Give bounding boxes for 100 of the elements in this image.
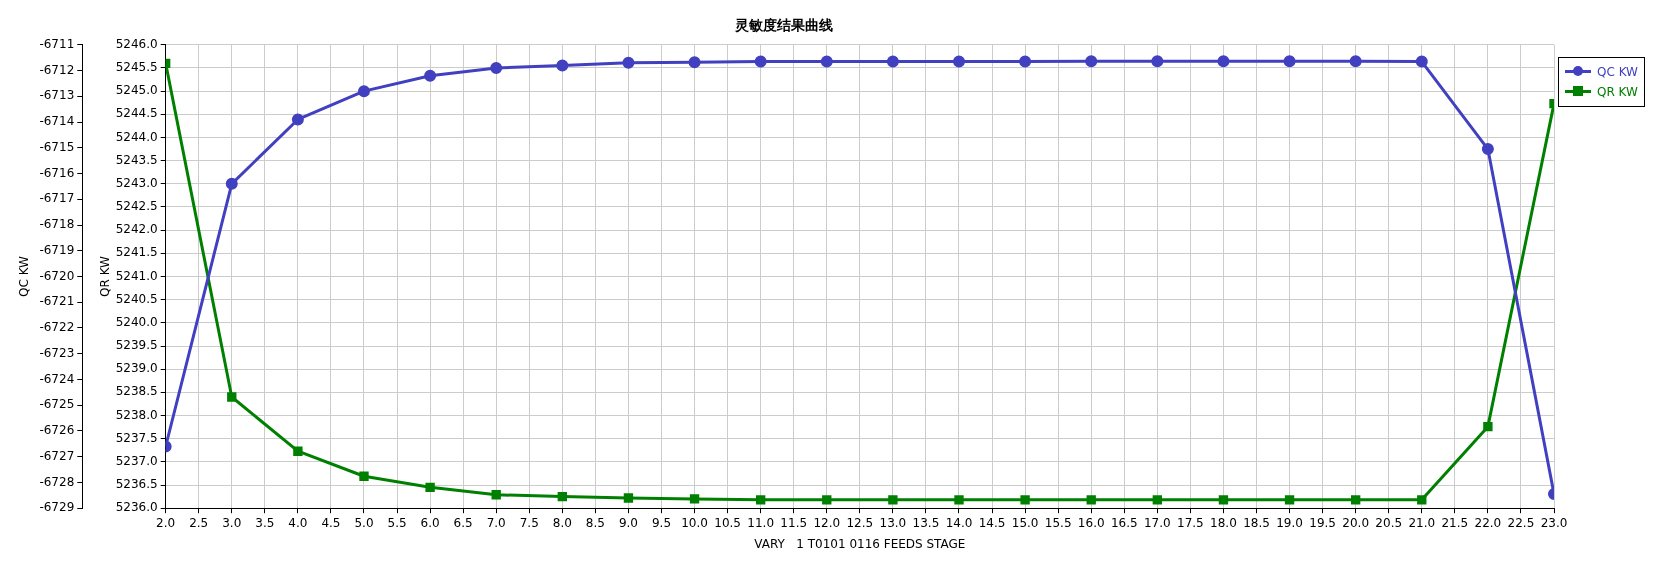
point	[755, 495, 766, 505]
x-tick-label: 15.5	[1044, 515, 1072, 530]
y2-tick-label: 5239.5	[115, 338, 158, 353]
y-tick-label: -6715	[39, 139, 75, 154]
y2-tick-label: 5238.0	[115, 407, 158, 422]
y-tick-label: -6711	[39, 36, 75, 51]
y-tick-label: -6725	[39, 397, 75, 412]
x-tick-label: 18.5	[1243, 515, 1270, 530]
point	[227, 392, 237, 402]
x-tick-label: 2.0	[156, 515, 176, 530]
chart-title: 灵敏度结果曲线	[734, 17, 833, 34]
x-tick-label: 6.0	[420, 515, 440, 530]
x-tick-label: 21.0	[1408, 515, 1436, 530]
point	[225, 177, 238, 190]
y2-tick-label: 5244.0	[115, 129, 158, 144]
y2-tick-label: 5244.5	[115, 106, 158, 121]
point	[357, 85, 370, 98]
y-tick-label: -6727	[39, 448, 75, 463]
point	[953, 55, 965, 68]
point	[1284, 495, 1295, 505]
y2-tick-label: 5236.5	[115, 477, 158, 492]
point	[954, 495, 964, 505]
x-tick-label: 15.0	[1011, 515, 1039, 530]
y2-tick-label: 5245.5	[115, 60, 158, 75]
y-tick-label: -6728	[39, 474, 75, 489]
x-tick-label: 18.0	[1210, 515, 1237, 530]
x-tick-label: 22.0	[1474, 515, 1502, 530]
y2-tick-label: 5236.0	[115, 500, 158, 515]
legend-label: QR KW	[1597, 83, 1638, 101]
point	[688, 56, 701, 69]
point	[1350, 495, 1361, 505]
x-tick-label: 16.5	[1110, 515, 1138, 530]
x-tick-label: 20.0	[1342, 515, 1370, 530]
point	[822, 495, 832, 505]
y-axis-title: QC KW	[17, 255, 32, 297]
x-tick-label: 9.5	[651, 515, 672, 530]
x-tick-label: 14.0	[945, 515, 973, 530]
x-tick-label: 20.5	[1375, 515, 1403, 530]
point	[1481, 143, 1494, 156]
point	[359, 471, 369, 481]
y2-tick-label: 5241.0	[115, 268, 158, 283]
point	[557, 491, 568, 502]
point	[622, 56, 635, 69]
point	[1151, 55, 1164, 68]
y-tick-label: -6726	[39, 423, 75, 438]
x-tick-label: 11.0	[747, 515, 775, 530]
y2-tick-label: 5242.0	[115, 222, 158, 237]
point	[623, 493, 634, 503]
x-tick-label: 6.5	[453, 515, 473, 530]
x-tick-label: 13.5	[912, 515, 940, 530]
x-tick-label: 3.5	[255, 515, 275, 530]
x-tick-label: 5.0	[354, 515, 374, 530]
y2-tick-label: 5243.5	[115, 152, 158, 167]
point	[1020, 495, 1030, 505]
x-tick-label: 2.5	[189, 515, 209, 530]
point	[820, 55, 833, 68]
legend-label: QC KW	[1597, 63, 1638, 81]
point	[1217, 55, 1230, 68]
point	[1085, 55, 1098, 68]
y2-tick-label: 5243.0	[115, 175, 158, 190]
y2-tick-label: 5239.0	[115, 361, 158, 376]
y-tick-label: -6721	[39, 294, 75, 309]
x-tick-label: 4.5	[321, 515, 341, 530]
y2-tick-label: 5238.5	[115, 384, 158, 399]
point	[490, 61, 503, 74]
y-tick-label: -6724	[39, 371, 75, 386]
y-tick-label: -6723	[39, 345, 75, 360]
y-tick-label: -6719	[39, 242, 75, 257]
x-tick-label: 10.5	[714, 515, 741, 530]
point	[754, 55, 767, 68]
point	[1086, 495, 1096, 505]
point	[491, 490, 501, 500]
x-tick-label: 16.0	[1077, 515, 1105, 530]
point	[689, 494, 700, 504]
point	[425, 482, 435, 493]
y-tick-label: -6714	[39, 114, 75, 129]
y2-tick-label: 5245.0	[115, 83, 158, 98]
x-tick-label: 21.5	[1441, 515, 1469, 530]
y-tick-label: -6717	[39, 191, 75, 206]
x-tick-label: 19.5	[1309, 515, 1336, 530]
x-tick-label: 12.5	[846, 515, 874, 530]
x-tick-label: 9.0	[618, 515, 638, 530]
x-tick-label: 4.0	[288, 515, 308, 530]
x-tick-label: 17.5	[1177, 515, 1204, 530]
point	[293, 446, 303, 456]
y2-tick-label: 5240.0	[115, 314, 158, 329]
x-tick-label: 14.5	[978, 515, 1006, 530]
y-tick-label: -6716	[39, 165, 75, 180]
y-tick-label: -6729	[39, 500, 75, 515]
y2-tick-label: 5242.5	[115, 199, 158, 214]
x-tick-label: 22.5	[1507, 515, 1535, 530]
point	[1483, 421, 1493, 432]
point	[1218, 495, 1229, 505]
y-tick-label: -6720	[39, 268, 75, 283]
x-tick-label: 23.0	[1540, 515, 1568, 530]
point	[1283, 55, 1296, 68]
x-tick-label: 10.0	[681, 515, 708, 530]
x-tick-label: 7.5	[519, 515, 539, 530]
x-tick-label: 13.0	[879, 515, 907, 530]
x-tick-label: 11.5	[780, 515, 808, 530]
